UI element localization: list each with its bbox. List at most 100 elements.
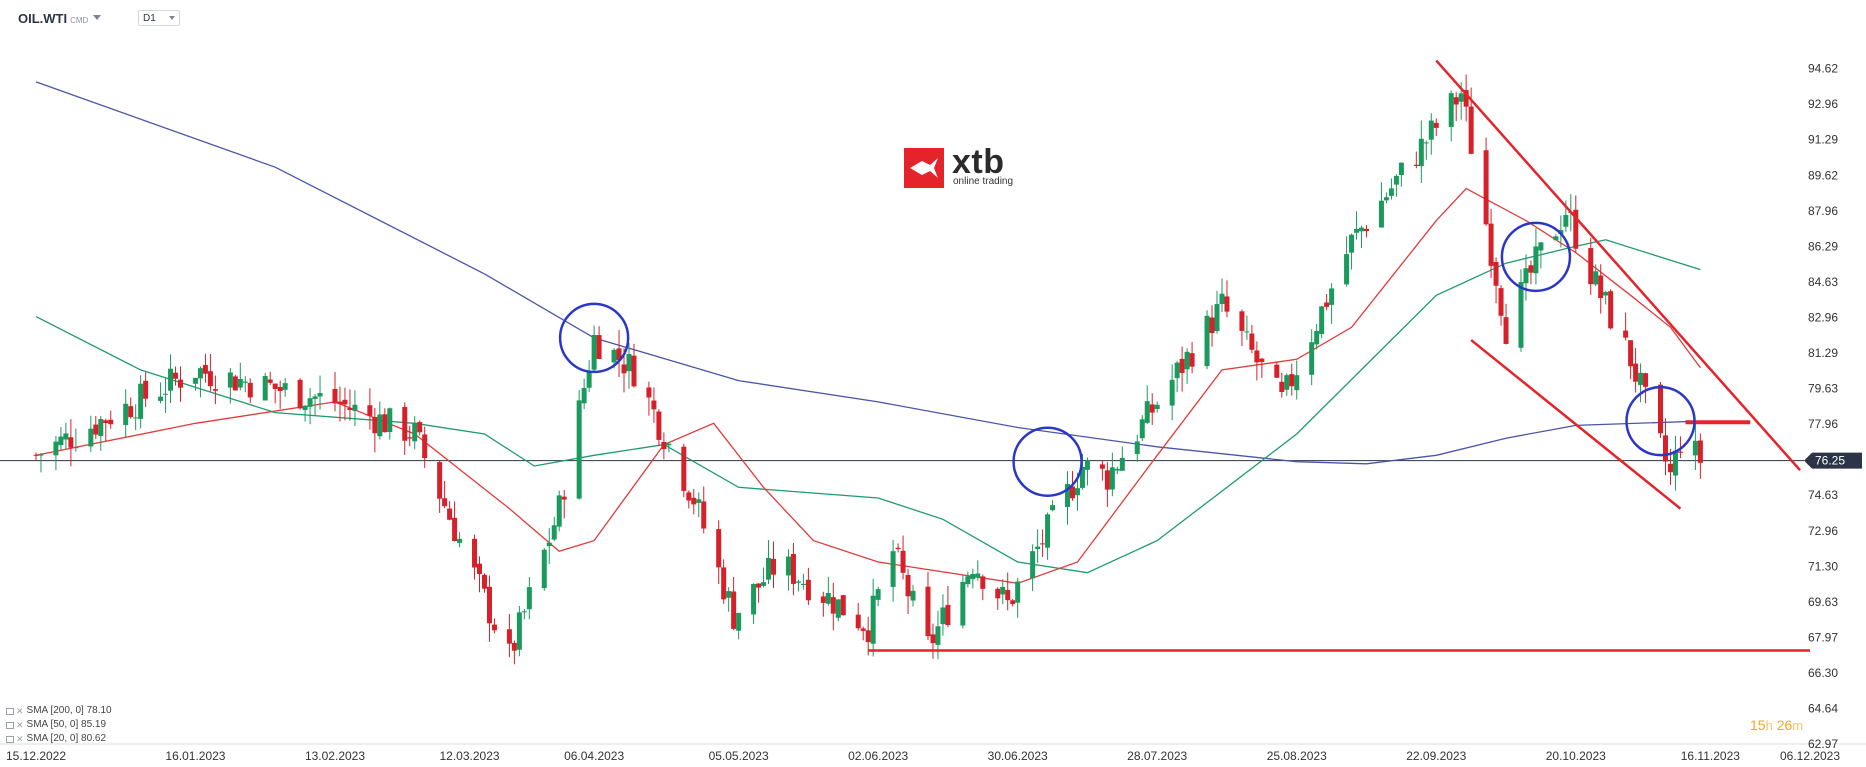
logo-tagline: online trading [953,176,1014,187]
candle-body [1144,401,1150,423]
candle-body [516,612,522,650]
indicator-row[interactable]: ✕ SMA [200, 0] 78.10 [6,704,112,718]
settings-icon[interactable] [6,707,14,715]
candle-body [646,387,652,398]
candle-body [1593,271,1599,285]
candle-body [262,376,268,401]
candle-body [721,567,727,600]
timeframe-select[interactable]: D1 [138,10,180,26]
close-icon[interactable]: ✕ [16,720,24,730]
candles [33,74,1703,665]
sma-line [35,81,1701,465]
candle-body [486,586,492,624]
x-tick-label: 16.11.2023 [1681,749,1740,763]
candle-body [895,547,901,550]
candle-body [626,354,632,372]
candle-body [1169,379,1175,406]
current-price-badge [1804,452,1862,469]
settings-icon[interactable] [6,721,14,729]
candle-body [785,556,791,576]
candle-body [1359,227,1365,232]
symbol-type: CMD [70,16,89,25]
candle-body [1050,505,1056,511]
candle-body [407,437,413,439]
candle-body [367,405,373,416]
timer-minutes: 26 [1776,717,1793,733]
candle-body [1428,120,1434,140]
candle-body [616,348,622,361]
candle-body [302,405,308,411]
candle-body [761,582,767,586]
candle-body [576,400,582,499]
y-tick-label: 84.63 [1808,275,1838,289]
candle-body [1538,242,1544,251]
candle-body [372,416,378,434]
candle-body [511,642,517,651]
settings-icon[interactable] [6,735,14,743]
chevron-down-icon [169,16,175,20]
toolbar: OIL.WTI CMD D1 [0,0,1866,34]
highlight-circle [1625,385,1696,457]
candle-body [307,398,313,407]
candle-body [1498,288,1504,316]
candle-body [247,382,253,398]
candle-body [875,589,881,600]
candle-body [1149,404,1155,413]
candle-body [1139,419,1145,439]
candle-body [830,597,836,614]
candle-body [1030,551,1036,579]
candle-body [681,446,687,491]
candle-body [860,628,866,631]
close-icon[interactable]: ✕ [16,734,24,744]
candle-body [526,587,532,610]
y-tick-label: 67.97 [1808,630,1838,644]
candle-body [995,588,1001,599]
price-axis: 94.62 92.96 91.29 89.62 87.96 86.29 84.63 82.96… [1804,62,1862,751]
candle-body [1284,375,1290,390]
y-tick-label: 62.97 [1808,737,1838,751]
resistance-trendline [1435,59,1801,472]
candle-body [965,576,971,585]
candle-body [1468,106,1474,154]
x-tick-label: 02.06.2023 [848,749,908,763]
close-icon[interactable]: ✕ [16,706,24,716]
candle-body [686,492,692,501]
candle-body [332,388,338,404]
candle-body [1154,404,1160,410]
candle-body [1623,330,1629,338]
candle-body [1413,164,1419,167]
candle-body [93,424,99,435]
candle-body [1658,384,1664,434]
indicator-row[interactable]: ✕ SMA [20, 0] 80.62 [6,732,112,746]
candle-body [945,604,951,625]
candle-body [422,434,428,459]
candle-body [242,381,248,383]
chevron-down-icon[interactable] [93,15,101,20]
candle-body [631,355,637,387]
candle-body [1239,311,1245,331]
sma-lines [35,81,1701,584]
highlight-circle [1500,221,1572,293]
candle-body [1174,362,1180,379]
y-tick-label: 94.62 [1808,62,1838,76]
candle-body [865,630,871,643]
symbol-selector[interactable]: OIL.WTI CMD [18,11,88,26]
timer-hours-unit: h [1765,718,1773,733]
candle-body [1104,470,1110,490]
candle-body [696,499,702,503]
candle-body [38,454,44,456]
timer-hours: 15 [1750,717,1766,733]
candle-body [1488,223,1494,266]
candle-body [143,380,149,399]
candle-body [1289,374,1295,387]
y-tick-label: 81.29 [1808,346,1838,360]
candle-body [1628,340,1634,367]
candle-body [1309,342,1315,375]
x-tick-label: 06.04.2023 [564,749,624,763]
candle-body [133,417,139,419]
candle-body [800,583,806,585]
indicator-row[interactable]: ✕ SMA [50, 0] 85.19 [6,718,112,732]
candle-body [1179,358,1185,373]
